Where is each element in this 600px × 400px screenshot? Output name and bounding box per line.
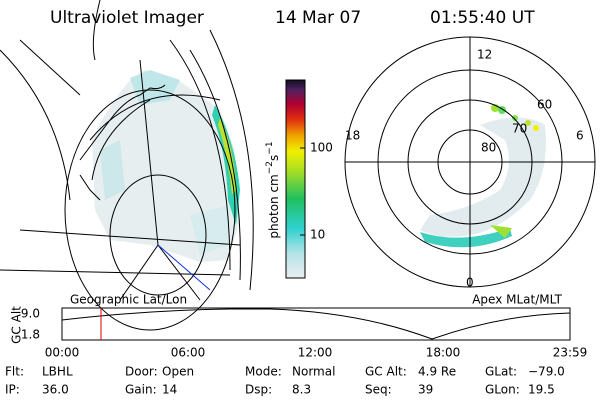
timeline-x-label: 23:59 <box>553 346 588 360</box>
footer-label: IP: <box>5 383 20 397</box>
colorbar-tick-label: 100 <box>310 141 333 155</box>
footer-value: −79.0 <box>528 365 565 379</box>
footer-label: Flt: <box>5 365 24 379</box>
altitude-curve <box>61 308 571 340</box>
timeline-box <box>61 307 571 341</box>
footer-value: LBHL <box>42 365 73 379</box>
mlat-label: 70 <box>512 122 527 136</box>
mlt-label: 12 <box>477 48 492 62</box>
footer-value: 36.0 <box>42 383 69 397</box>
mlt-label: 0 <box>466 276 474 290</box>
mlat-label: 80 <box>481 141 496 155</box>
label-exponent: −1 <box>265 141 275 154</box>
timeline-right-label: Apex MLat/MLT <box>472 293 562 307</box>
timeline-x-label: 12:00 <box>298 346 333 360</box>
timeline-axis-title: GC Alt <box>10 306 24 344</box>
label-text: photon cm <box>267 174 281 238</box>
timeline-left-label: Geographic Lat/Lon <box>70 293 187 307</box>
timeline-x-label: 06:00 <box>171 346 206 360</box>
mlat-label: 60 <box>537 98 552 112</box>
footer: Flt: LBHL Door: Open Mode: Normal GC Alt: 4.9 R… <box>5 365 565 397</box>
timeline-y-label: 9.0 <box>21 307 40 321</box>
footer-value: Open <box>162 365 194 379</box>
footer-value: 4.9 Re <box>418 365 456 379</box>
mlt-label: 6 <box>576 129 584 143</box>
timeline-x-label: 00:00 <box>45 346 80 360</box>
title: Ultraviolet Imager <box>50 8 204 28</box>
footer-label: Dsp: <box>245 383 272 397</box>
date: 14 Mar 07 <box>275 8 361 28</box>
label-exponent: −2 <box>265 161 275 174</box>
footer-label: Mode: <box>245 365 282 379</box>
footer-value: 8.3 <box>292 383 311 397</box>
colorbar <box>285 79 306 279</box>
footer-label: GLat: <box>485 365 517 379</box>
footer-label: Seq: <box>365 383 392 397</box>
geographic-image <box>0 0 254 331</box>
footer-value: Normal <box>292 365 335 379</box>
footer-label: GC Alt: <box>365 365 407 379</box>
footer-value: 19.5 <box>528 383 555 397</box>
footer-value: 14 <box>162 383 177 397</box>
footer-value: 39 <box>418 383 433 397</box>
colorbar-label: photon cm−2s−1 <box>265 141 281 238</box>
footer-label: Gain: <box>125 383 157 397</box>
mlt-label: 18 <box>345 129 360 143</box>
colorbar-tick-label: 10 <box>310 228 325 242</box>
time: 01:55:40 UT <box>430 8 535 28</box>
label-unit: s <box>267 155 281 161</box>
timeline-y-label: 1.8 <box>21 328 40 342</box>
timeline-x-label: 18:00 <box>426 346 461 360</box>
footer-label: GLon: <box>485 383 520 397</box>
footer-label: Door: <box>125 365 158 379</box>
polar-plot <box>344 36 596 288</box>
